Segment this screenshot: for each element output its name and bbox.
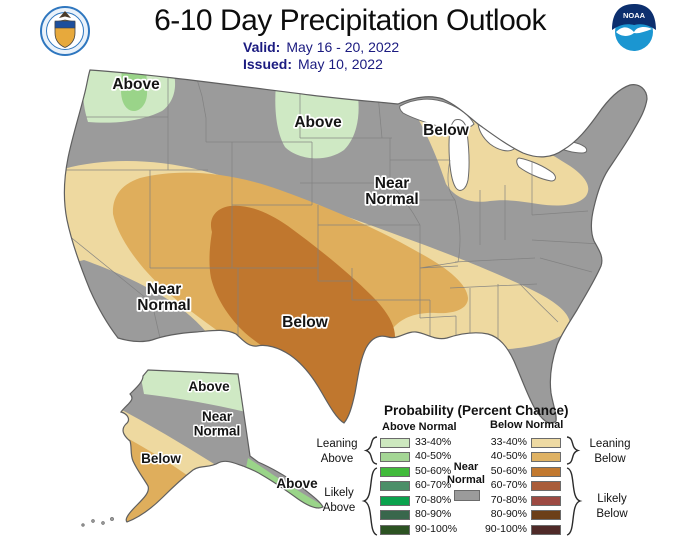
- issued-value: May 10, 2022: [298, 56, 383, 72]
- region-below-50-60-core: [209, 205, 395, 424]
- conus-region-fills: [64, 70, 647, 424]
- aleutian-islands: [81, 517, 114, 527]
- map-label-below: Below: [282, 314, 329, 331]
- brace-likely-below: [566, 467, 583, 536]
- issued-date-row: Issued: May 10, 2022: [243, 56, 383, 72]
- brace-leaning-above: [363, 436, 378, 465]
- noaa-logo: NOAA: [610, 2, 658, 57]
- map-labels: Above Above Below Near Normal Near Normal Below…: [111, 74, 472, 492]
- map-label-above: Above: [294, 114, 342, 131]
- ak-above-panhandle: [246, 458, 323, 512]
- nws-seal-logo: [39, 5, 91, 62]
- brace-likely-above: [361, 467, 378, 536]
- map-label-above: Above: [276, 476, 318, 491]
- state-borders: [64, 74, 601, 340]
- alaska-outline: [119, 369, 324, 523]
- region-above-33-40-plains: [275, 84, 359, 159]
- valid-value: May 16 - 20, 2022: [286, 39, 400, 55]
- lake-erie: [516, 157, 556, 182]
- brace-leaning-below: [566, 436, 581, 465]
- nws-seal-icon: [40, 6, 90, 56]
- valid-date-row: Valid: May 16 - 20, 2022: [243, 39, 399, 55]
- map-label-near-normal: Near Normal: [194, 409, 241, 439]
- lake-michigan: [448, 119, 470, 191]
- conus-outline: [63, 69, 648, 424]
- issued-label: Issued:: [243, 56, 293, 72]
- valid-label: Valid:: [243, 39, 281, 55]
- map-label-below: Below: [141, 451, 181, 466]
- legend-braces: [361, 436, 583, 536]
- map-label-near-normal: Near Normal: [137, 281, 190, 314]
- map-label-below: Below: [423, 122, 470, 139]
- noaa-logo-text: NOAA: [623, 11, 646, 20]
- noaa-logo-icon: NOAA: [612, 4, 656, 51]
- ak-above-north: [138, 370, 250, 412]
- map-label-above: Above: [112, 76, 160, 93]
- map-label-above: Above: [188, 379, 230, 394]
- map-label-near-normal: Near Normal: [365, 175, 418, 208]
- page-title: 6-10 Day Precipitation Outlook: [154, 4, 546, 37]
